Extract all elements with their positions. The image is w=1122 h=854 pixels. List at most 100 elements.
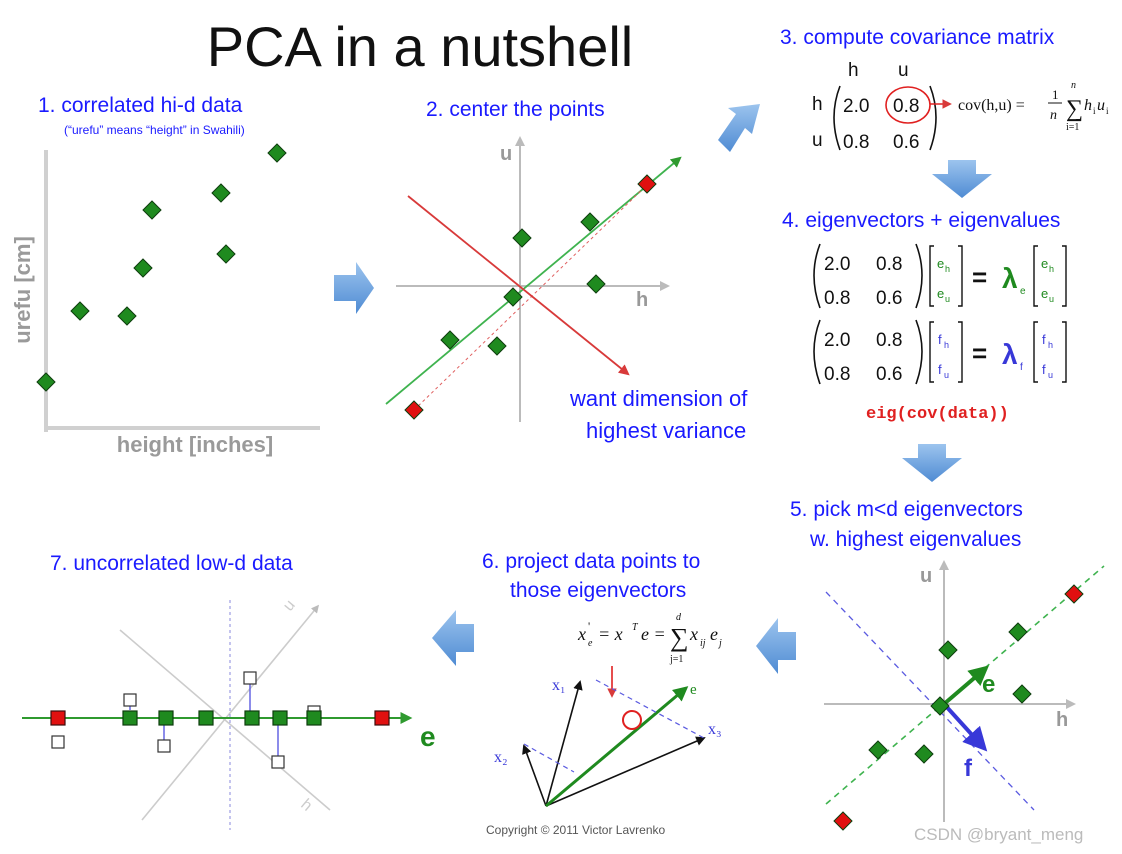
p6-label-e: e (690, 682, 697, 698)
panel-5-axis-h: h (1056, 709, 1068, 731)
eig-e-vec-top: e (937, 256, 944, 271)
data-point (133, 258, 153, 278)
panel-1-ylabel: urefu [cm] (10, 236, 35, 344)
p6-formula-x: x (577, 624, 586, 644)
cov-sum-term: h (1084, 97, 1092, 114)
eig-f-vec-top: f (938, 332, 942, 347)
panel-2-centered: u h want dimension of highest variance (385, 136, 748, 443)
eig-e-vec-top-sub: h (945, 264, 950, 274)
panel-1-xlabel: height [inches] (117, 432, 273, 457)
panel-2-note-line1: want dimension of (569, 386, 748, 411)
projected-highlighted-point (374, 710, 390, 726)
p6-formula-eq1: = x (598, 624, 623, 644)
eig-e-a12: 0.8 (876, 254, 902, 275)
eig-f-rhs-top: f (1042, 332, 1046, 347)
data-point (914, 744, 934, 764)
step-2-heading: 2. center the points (426, 98, 605, 121)
step-5-heading-line2: w. highest eigenvalues (809, 528, 1021, 551)
cov-m21: 0.8 (843, 132, 869, 153)
eigen-block: 2.0 0.8 0.8 0.6 e h e u = λ e e h e u 2.… (813, 243, 1067, 424)
cov-row-h: h (812, 94, 823, 115)
eig-f-rhs-top-sub: h (1048, 340, 1053, 350)
cov-col-h: h (848, 60, 859, 81)
cov-frac-num: 1 (1052, 87, 1059, 102)
data-point (503, 287, 523, 307)
panel-5-label-f: f (964, 755, 973, 782)
eig-lambda-f-sub: f (1020, 362, 1023, 373)
data-point (930, 696, 950, 716)
panel-2-note-line2: highest variance (586, 418, 746, 443)
data-point (487, 336, 507, 356)
eig-e-vec-bot: e (937, 286, 944, 301)
data-point (117, 306, 137, 326)
data-point (586, 274, 606, 294)
cov-sum-term-sub: i (1093, 106, 1096, 116)
step-6-heading-line1: 6. project data points to (482, 550, 700, 573)
cov-frac-den: n (1050, 108, 1057, 123)
cov-m12: 0.8 (893, 96, 919, 117)
step-3-heading: 3. compute covariance matrix (780, 26, 1055, 49)
highlighted-point (1064, 584, 1084, 604)
panel-2-axis-h: h (636, 289, 648, 311)
projected-point (272, 710, 288, 726)
panel-5-vector-e (942, 665, 990, 706)
p6-formula-term: x (689, 624, 698, 644)
data-point (938, 640, 958, 660)
projected-point (122, 710, 138, 726)
eig-code: eig(cov(data)) (866, 405, 1009, 424)
eig-f-rhs-bot-sub: u (1048, 370, 1053, 380)
step-1-note: (“urefu” means “height” in Swahili) (64, 123, 245, 137)
p6-formula-T: T (632, 622, 639, 633)
panel-7-label-e: e (420, 721, 436, 752)
data-point (211, 183, 231, 203)
p6-formula-x-sub: e (588, 638, 593, 649)
highlighted-point (404, 400, 424, 420)
panel-7-lowd: u h e (22, 597, 436, 830)
eig-e-a22: 0.6 (876, 288, 902, 309)
p6-sum-symbol: ∑ (670, 623, 689, 652)
eig-f-vec-bot: f (938, 362, 942, 377)
projected-point (158, 710, 174, 726)
eig-f-a21: 0.8 (824, 364, 850, 385)
eig-f-a11: 2.0 (824, 330, 850, 351)
step-4-heading: 4. eigenvectors + eigenvalues (782, 209, 1060, 232)
eig-f-rhs-bot: f (1042, 362, 1046, 377)
panel-5-label-e: e (982, 671, 995, 698)
eig-f-equals: = (972, 338, 987, 368)
cov-sum-term2-sub: i (1106, 106, 1109, 116)
projected-point (244, 710, 260, 726)
flow-arrow-right-1 (334, 262, 374, 314)
copyright: Copyright © 2011 Victor Lavrenko (486, 823, 665, 837)
data-point (70, 301, 90, 321)
panel-5-eigenvectors: u h e f (824, 560, 1105, 831)
p6-sum-top: d (676, 612, 682, 623)
step-1-heading: 1. correlated hi-d data (38, 94, 243, 117)
panel-1-scatter: urefu [cm] height [inches] (10, 143, 320, 457)
original-point (123, 693, 137, 707)
cov-row-u: u (812, 130, 823, 151)
projected-point (306, 710, 322, 726)
eig-f-vec-top-sub: h (944, 340, 949, 350)
cov-highlight-circle (885, 86, 931, 124)
panel-5-axis-u: u (920, 565, 932, 587)
panel-6-projection: x ' e = x T e = d ∑ j=1 x ij e j x₁ x₂ x… (494, 612, 722, 808)
step-5-heading-line1: 5. pick m<d eigenvectors (790, 498, 1023, 521)
eig-e-rhs-top: e (1041, 256, 1048, 271)
data-point (868, 740, 888, 760)
panel-5-vector-f (942, 702, 988, 752)
cov-col-u: u (898, 60, 909, 81)
step-7-heading: 7. uncorrelated low-d data (50, 552, 293, 575)
page-title: PCA in a nutshell (207, 15, 633, 78)
eig-e-vec-bot-sub: u (945, 294, 950, 304)
cov-m22: 0.6 (893, 132, 919, 153)
p6-formula-e: e = (641, 624, 666, 644)
p6-formula-term2: e (710, 624, 718, 644)
eig-lambda-f: λ (1002, 339, 1018, 370)
p6-sum-bot: j=1 (669, 654, 683, 665)
data-point (142, 200, 162, 220)
highlighted-point (833, 811, 853, 831)
step-6-heading-line2: those eigenvectors (510, 579, 686, 602)
highlighted-point (637, 174, 657, 194)
eig-e-a21: 0.8 (824, 288, 850, 309)
